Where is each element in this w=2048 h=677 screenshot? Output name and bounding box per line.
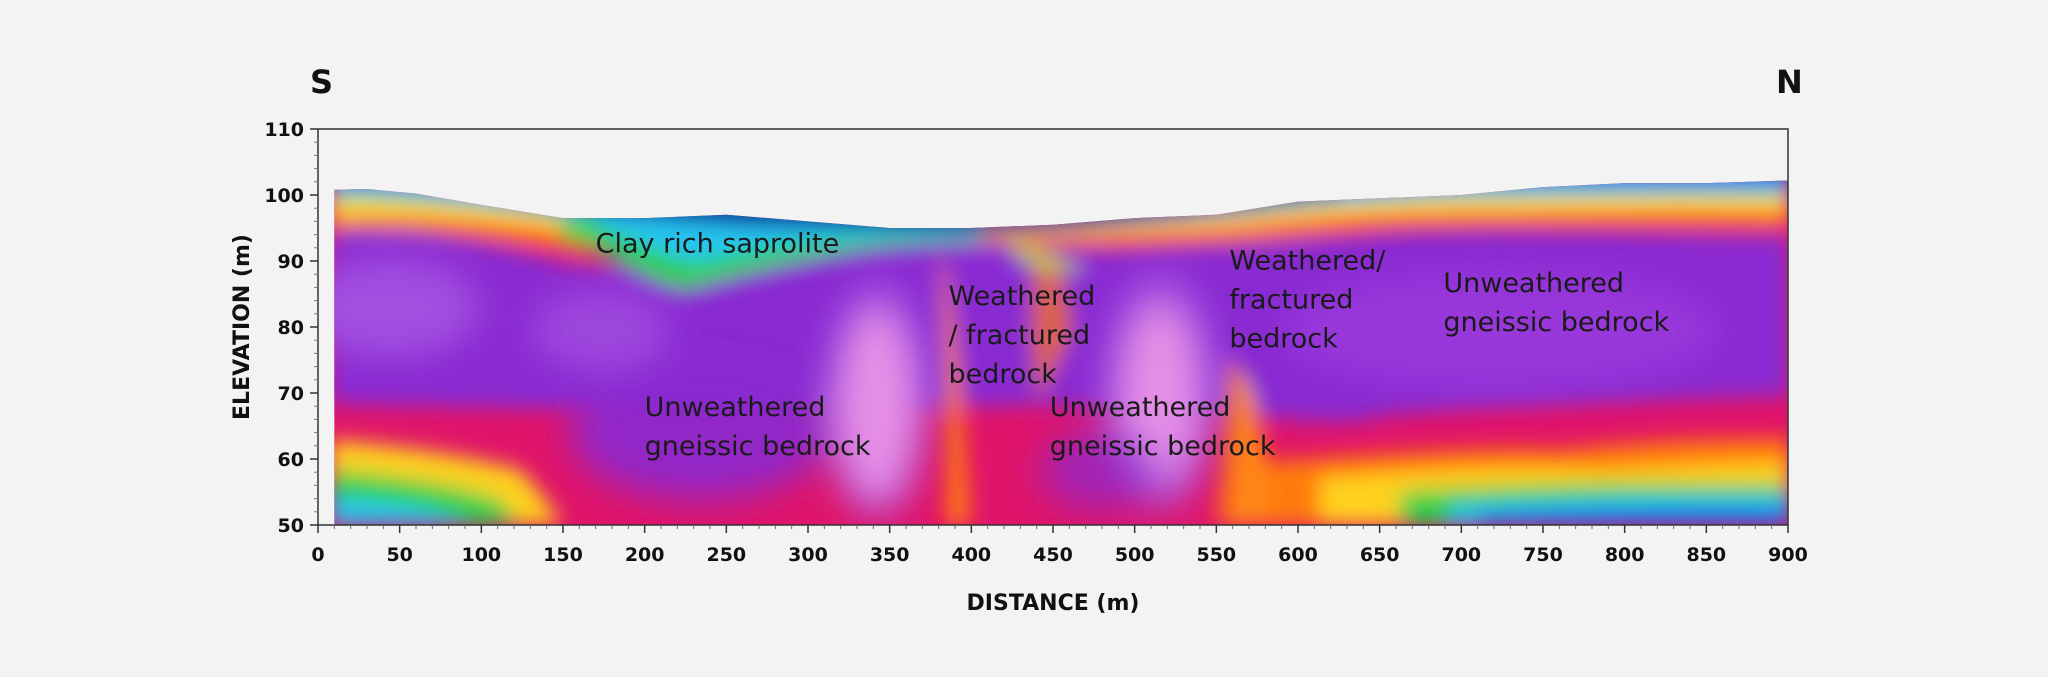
annotation-line: Weathered/ — [1229, 246, 1386, 277]
zone-annotation: Unweathered gneissic bedrock — [1443, 268, 1669, 338]
x-tick-label: 150 — [543, 544, 583, 566]
x-tick-label: 100 — [461, 544, 501, 566]
y-tick-label: 100 — [264, 185, 304, 207]
y-axis: 50 60 70 80 90 100 110 — [264, 119, 318, 537]
y-tick-label: 80 — [278, 317, 304, 339]
x-tick-label: 750 — [1523, 544, 1563, 566]
zone-annotation: Clay rich saprolite — [596, 228, 840, 259]
annotation-line: fractured — [1229, 285, 1353, 316]
y-axis-label: ELEVATION (m) — [230, 234, 255, 420]
x-tick-label: 900 — [1768, 544, 1808, 566]
fracture-zone-central — [940, 250, 970, 525]
y-tick-label: 70 — [278, 383, 304, 405]
annotation-line: bedrock — [1229, 324, 1338, 355]
x-axis: 0 50 100 150 200 250 300 350 400 450 500 550 600 650 7… — [311, 525, 1808, 566]
y-tick-label: 110 — [264, 119, 304, 141]
zone-annotation: Weathered / fractured bedrock — [948, 281, 1095, 390]
annotation-line: gneissic bedrock — [645, 431, 871, 462]
x-tick-label: 250 — [706, 544, 746, 566]
x-tick-label: 550 — [1196, 544, 1236, 566]
resistive-body-west — [334, 258, 480, 358]
annotation-line: / fractured — [948, 320, 1090, 351]
x-tick-label: 50 — [386, 544, 412, 566]
direction-north: N — [1776, 63, 1803, 101]
zone-annotation: Unweathered gneissic bedrock — [645, 392, 871, 462]
annotation-line: Unweathered — [645, 392, 826, 423]
direction-south: S — [310, 63, 333, 101]
x-tick-label: 600 — [1278, 544, 1318, 566]
x-tick-label: 400 — [951, 544, 991, 566]
x-tick-label: 850 — [1686, 544, 1726, 566]
annotation-line: Unweathered — [1443, 268, 1624, 299]
x-tick-label: 800 — [1605, 544, 1645, 566]
x-tick-label: 450 — [1033, 544, 1073, 566]
annotation-line: Unweathered — [1050, 392, 1231, 423]
annotation-line: gneissic bedrock — [1443, 307, 1669, 338]
annotation-line: gneissic bedrock — [1050, 431, 1276, 462]
y-tick-label: 90 — [278, 251, 304, 273]
y-tick-label: 60 — [278, 449, 304, 471]
zone-annotation: Weathered/fractured bedrock — [1229, 246, 1386, 355]
x-tick-label: 200 — [625, 544, 665, 566]
y-tick-label: 50 — [278, 515, 304, 537]
x-tick-label: 500 — [1115, 544, 1155, 566]
annotation-line: bedrock — [948, 359, 1057, 390]
zone-annotation: Unweathered gneissic bedrock — [1050, 392, 1276, 462]
x-tick-label: 350 — [870, 544, 910, 566]
x-tick-label: 300 — [788, 544, 828, 566]
x-tick-label: 700 — [1441, 544, 1481, 566]
x-tick-label: 650 — [1360, 544, 1400, 566]
annotation-line: Weathered — [948, 281, 1095, 312]
annotation-line: Clay rich saprolite — [596, 228, 840, 259]
x-axis-label: DISTANCE (m) — [967, 591, 1140, 616]
x-tick-label: 0 — [311, 544, 324, 566]
